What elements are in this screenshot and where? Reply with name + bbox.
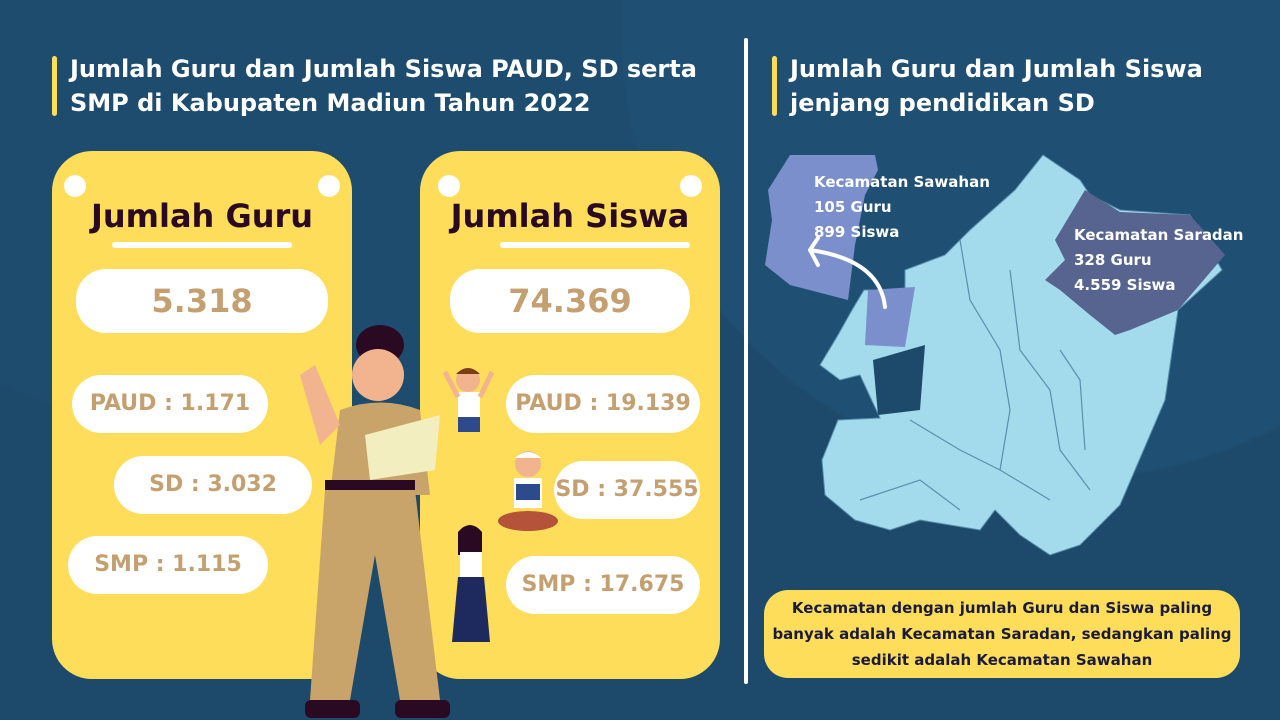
guru-sd: SD : 3.032 <box>114 456 312 514</box>
saradan-name: Kecamatan Saradan <box>1074 226 1244 244</box>
siswa-smp: SMP : 17.675 <box>506 556 700 614</box>
heading-underline <box>500 242 690 248</box>
divider <box>744 38 748 684</box>
saradan-label: Kecamatan Saradan 328 Guru 4.559 Siswa <box>1074 223 1243 298</box>
district-borders <box>859 239 1091 511</box>
saradan-siswa: 4.559 Siswa <box>1074 276 1176 294</box>
madiun-map <box>765 154 1225 556</box>
siswa-heading: Jumlah Siswa <box>450 197 690 235</box>
student-reading-illustration <box>498 451 558 531</box>
student-boy-illustration <box>442 368 495 432</box>
map-region-sawahan <box>765 155 878 300</box>
sawahan-guru: 105 Guru <box>814 198 892 216</box>
card-hole <box>318 175 340 197</box>
siswa-total: 74.369 <box>450 269 690 333</box>
sawahan-siswa: 899 Siswa <box>814 223 900 241</box>
guru-heading: Jumlah Guru <box>90 197 314 235</box>
guru-smp: SMP : 1.115 <box>68 536 268 594</box>
card-hole <box>680 175 702 197</box>
map-region-saradan <box>1045 190 1225 335</box>
map-region-sawahan-inset <box>865 287 915 347</box>
card-hole <box>64 175 86 197</box>
heading-underline <box>112 242 292 248</box>
card-hole <box>438 175 460 197</box>
left-title: Jumlah Guru dan Jumlah Siswa PAUD, SD se… <box>52 52 712 120</box>
guru-card: Jumlah Guru 5.318 PAUD : 1.171 SD : 3.03… <box>52 151 352 679</box>
map-cutout <box>873 345 925 415</box>
siswa-paud: PAUD : 19.139 <box>506 375 700 433</box>
student-girl-illustration <box>452 525 490 642</box>
saradan-guru: 328 Guru <box>1074 251 1152 269</box>
guru-total: 5.318 <box>76 269 328 333</box>
teacher-illustration <box>300 325 450 718</box>
conclusion-note: Kecamatan dengan jumlah Guru dan Siswa p… <box>764 590 1240 678</box>
sawahan-name: Kecamatan Sawahan <box>814 173 990 191</box>
guru-paud: PAUD : 1.171 <box>72 375 268 433</box>
arrow-icon <box>808 236 887 309</box>
siswa-sd: SD : 37.555 <box>554 461 700 519</box>
sawahan-label: Kecamatan Sawahan 105 Guru 899 Siswa <box>814 170 990 245</box>
right-title: Jumlah Guru dan Jumlah Siswa jenjang pen… <box>772 52 1212 120</box>
